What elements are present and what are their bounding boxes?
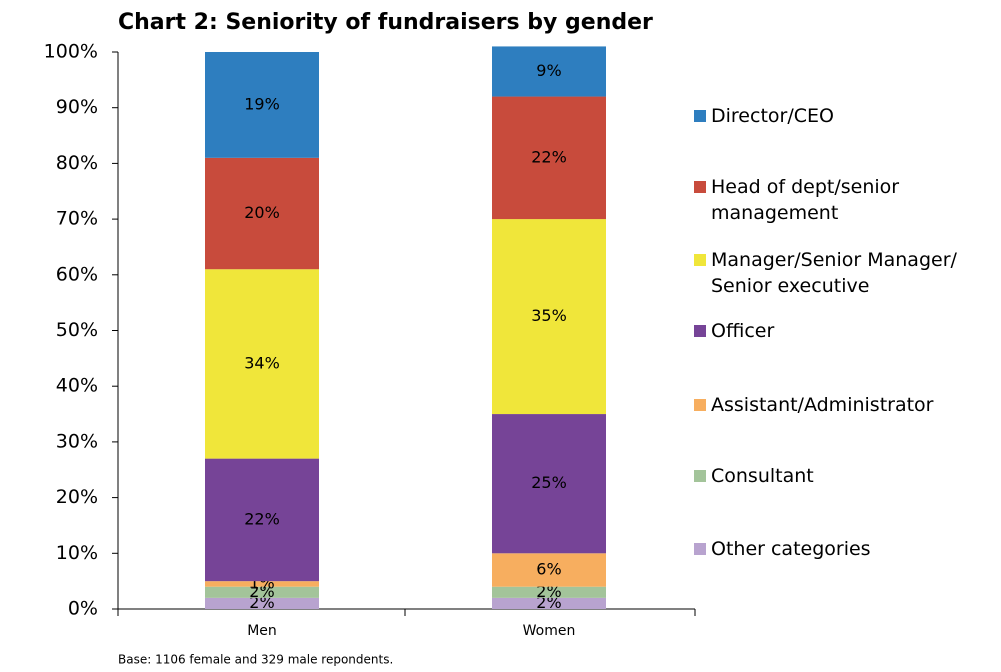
data-label: 35%: [531, 306, 567, 325]
bar-segment: [205, 269, 319, 459]
y-tick-label: 20%: [56, 486, 98, 508]
y-tick-label: 90%: [56, 96, 98, 118]
y-tick-label: 80%: [56, 152, 98, 174]
legend-swatch: [694, 325, 706, 337]
legend-label: Director/CEO: [711, 105, 834, 127]
data-label: 20%: [244, 203, 280, 222]
legend-swatch: [694, 470, 706, 482]
legend-swatch: [694, 181, 706, 193]
bar-segment: [492, 597, 606, 609]
x-tick-label: Women: [523, 623, 576, 639]
y-tick-label: 100%: [44, 41, 98, 63]
legend-label: Other categories: [711, 538, 871, 560]
bar-segment: [492, 553, 606, 587]
bar-segment: [492, 414, 606, 554]
legend-swatch: [694, 254, 706, 266]
bar-segment: [205, 581, 319, 587]
legend-label: Officer: [711, 320, 775, 342]
bar-segment: [492, 586, 606, 598]
data-label: 9%: [536, 61, 561, 80]
bar-segment: [205, 52, 319, 158]
data-label: 22%: [531, 147, 567, 166]
y-tick-label: 30%: [56, 430, 98, 452]
y-tick-label: 50%: [56, 319, 98, 341]
legend-label: Assistant/Administrator: [711, 394, 934, 416]
data-label: 6%: [536, 560, 561, 579]
y-tick-label: 0%: [68, 598, 98, 620]
y-tick-label: 40%: [56, 375, 98, 397]
bar-segment: [205, 597, 319, 609]
y-tick-label: 70%: [56, 208, 98, 230]
legend-label: Manager/Senior Manager/ Senior executive: [711, 249, 957, 297]
bar-segment: [205, 458, 319, 582]
data-label: 19%: [244, 94, 280, 113]
chart-title: Chart 2: Seniority of fundraisers by gen…: [118, 10, 653, 35]
bar-segment: [205, 586, 319, 598]
legend-swatch: [694, 543, 706, 555]
legend-label: Head of dept/senior management: [711, 176, 900, 224]
bar-segment: [205, 157, 319, 270]
legend-swatch: [694, 110, 706, 122]
legend-label: Consultant: [711, 465, 814, 487]
x-tick-label: Men: [247, 623, 277, 639]
bar-segment: [492, 96, 606, 220]
bar-segment: [492, 219, 606, 415]
data-label: 25%: [531, 473, 567, 492]
footnote: Base: 1106 female and 329 male repondent…: [118, 653, 393, 667]
data-label: 22%: [244, 509, 280, 528]
data-label: 34%: [244, 353, 280, 372]
y-tick-label: 10%: [56, 542, 98, 564]
bar-segment: [492, 46, 606, 97]
legend-swatch: [694, 399, 706, 411]
y-tick-label: 60%: [56, 263, 98, 285]
